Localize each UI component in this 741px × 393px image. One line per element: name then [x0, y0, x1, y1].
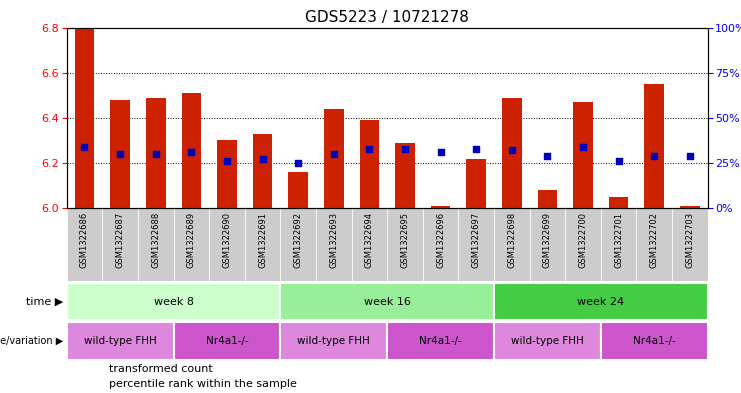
Point	[256, 156, 268, 163]
Point	[648, 153, 660, 159]
Bar	[494, 322, 601, 360]
Bar	[138, 208, 173, 281]
Point	[435, 149, 447, 155]
Bar	[538, 190, 557, 208]
Text: GSM1322698: GSM1322698	[508, 212, 516, 268]
Bar	[67, 322, 173, 360]
Point	[471, 145, 482, 152]
Point	[79, 144, 90, 150]
Point	[542, 153, 554, 159]
Bar	[67, 208, 102, 281]
Title: GDS5223 / 10721278: GDS5223 / 10721278	[305, 10, 469, 25]
Text: week 8: week 8	[153, 297, 193, 307]
Bar	[423, 208, 459, 281]
Text: GSM1322700: GSM1322700	[579, 212, 588, 268]
Bar	[502, 97, 522, 208]
Bar	[280, 208, 316, 281]
Bar	[280, 283, 494, 320]
Text: GSM1322689: GSM1322689	[187, 212, 196, 268]
Point	[363, 145, 375, 152]
Bar	[110, 100, 130, 208]
Bar	[459, 208, 494, 281]
Bar	[316, 208, 351, 281]
Text: week 16: week 16	[364, 297, 411, 307]
Bar	[75, 28, 94, 208]
Bar	[387, 322, 494, 360]
Bar	[645, 84, 664, 208]
Bar	[173, 322, 280, 360]
Text: transformed count: transformed count	[109, 364, 213, 374]
Bar	[288, 172, 308, 208]
Text: percentile rank within the sample: percentile rank within the sample	[109, 379, 296, 389]
Bar	[494, 208, 530, 281]
Bar	[431, 206, 451, 208]
Text: GSM1322693: GSM1322693	[329, 212, 338, 268]
Text: GSM1322696: GSM1322696	[436, 212, 445, 268]
Bar	[565, 208, 601, 281]
Bar	[637, 208, 672, 281]
Text: time ▶: time ▶	[26, 297, 63, 307]
Bar	[672, 208, 708, 281]
Text: GSM1322691: GSM1322691	[258, 212, 267, 268]
Text: Nr4a1-/-: Nr4a1-/-	[419, 336, 462, 346]
Text: GSM1322703: GSM1322703	[685, 212, 694, 268]
Bar	[67, 283, 280, 320]
Point	[399, 145, 411, 152]
Text: Nr4a1-/-: Nr4a1-/-	[205, 336, 248, 346]
Bar	[601, 322, 708, 360]
Point	[114, 151, 126, 157]
Bar	[280, 322, 387, 360]
Bar	[102, 208, 138, 281]
Point	[328, 151, 339, 157]
Text: GSM1322692: GSM1322692	[293, 212, 302, 268]
Bar	[395, 143, 415, 208]
Text: GSM1322688: GSM1322688	[151, 212, 160, 268]
Text: week 24: week 24	[577, 297, 625, 307]
Bar	[494, 283, 708, 320]
Point	[577, 144, 589, 150]
Point	[613, 158, 625, 164]
Bar	[351, 208, 387, 281]
Bar	[182, 93, 201, 208]
Point	[150, 151, 162, 157]
Bar	[209, 208, 245, 281]
Bar	[530, 208, 565, 281]
Bar	[574, 102, 593, 208]
Bar	[601, 208, 637, 281]
Text: wild-type FHH: wild-type FHH	[84, 336, 156, 346]
Point	[506, 147, 518, 154]
Point	[684, 153, 696, 159]
Text: GSM1322701: GSM1322701	[614, 212, 623, 268]
Bar	[173, 208, 209, 281]
Text: GSM1322702: GSM1322702	[650, 212, 659, 268]
Text: GSM1322697: GSM1322697	[472, 212, 481, 268]
Bar	[324, 109, 344, 208]
Bar	[466, 159, 486, 208]
Point	[185, 149, 197, 155]
Bar	[245, 208, 280, 281]
Text: genotype/variation ▶: genotype/variation ▶	[0, 336, 63, 346]
Bar	[146, 97, 165, 208]
Text: GSM1322690: GSM1322690	[222, 212, 231, 268]
Bar	[217, 141, 236, 208]
Bar	[253, 134, 273, 208]
Text: GSM1322699: GSM1322699	[543, 212, 552, 268]
Bar	[680, 206, 700, 208]
Bar	[387, 208, 423, 281]
Bar	[359, 120, 379, 208]
Text: GSM1322695: GSM1322695	[400, 212, 410, 268]
Text: wild-type FHH: wild-type FHH	[297, 336, 370, 346]
Text: GSM1322686: GSM1322686	[80, 212, 89, 268]
Text: Nr4a1-/-: Nr4a1-/-	[633, 336, 676, 346]
Bar	[609, 197, 628, 208]
Point	[292, 160, 304, 166]
Text: GSM1322687: GSM1322687	[116, 212, 124, 268]
Text: GSM1322694: GSM1322694	[365, 212, 374, 268]
Text: wild-type FHH: wild-type FHH	[511, 336, 584, 346]
Point	[221, 158, 233, 164]
